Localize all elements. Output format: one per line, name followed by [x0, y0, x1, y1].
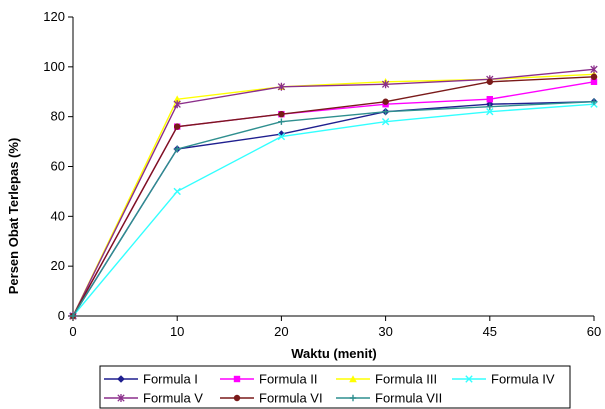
data-point — [590, 98, 598, 105]
legend-swatch-marker — [233, 394, 241, 402]
x-tick-label: 10 — [170, 324, 184, 339]
legend-item: Formula IV — [452, 372, 555, 387]
data-point — [174, 145, 181, 153]
x-tick-label: 60 — [587, 324, 601, 339]
legend-swatch-marker — [117, 394, 125, 402]
legend-swatch-marker — [117, 375, 125, 383]
legend-label: Formula II — [259, 372, 318, 387]
series-1 — [69, 97, 598, 320]
y-tick-label: 40 — [51, 208, 65, 223]
y-tick-label: 60 — [51, 159, 65, 174]
y-tick-label: 120 — [43, 9, 65, 24]
series-line — [72, 101, 595, 317]
series-line — [72, 103, 595, 317]
data-point — [590, 65, 598, 74]
data-point — [277, 82, 286, 91]
axes: 0 20 40 60 80 100 120 0 10 20 30 45 60 — [43, 9, 601, 339]
legend-label: Formula VI — [259, 391, 323, 406]
data-point — [69, 312, 77, 320]
data-point — [486, 107, 494, 116]
series-7 — [69, 98, 598, 320]
series-line — [72, 73, 595, 317]
series-4 — [69, 100, 598, 320]
y-tick-label: 80 — [51, 109, 65, 124]
data-point — [173, 187, 181, 196]
series-line — [72, 101, 595, 317]
legend-label: Formula VII — [375, 391, 442, 406]
data-point — [486, 103, 493, 110]
series-6 — [69, 73, 598, 320]
y-tick-label: 0 — [58, 308, 65, 323]
legend-item: Formula VII — [336, 391, 442, 406]
data-point — [382, 108, 389, 115]
x-tick-label: 30 — [378, 324, 392, 339]
data-point — [278, 110, 285, 118]
data-point — [590, 78, 598, 85]
y-tick-label: 100 — [43, 59, 65, 74]
legend-swatch-marker — [465, 375, 473, 383]
legend-item: Formula VI — [220, 391, 323, 406]
legend-item: Formula V — [104, 391, 203, 406]
x-tick-label: 0 — [69, 324, 76, 339]
data-point — [173, 95, 181, 103]
series-layer — [69, 65, 598, 320]
data-point — [174, 123, 181, 130]
y-axis-title: Persen Obat Terlepas (%) — [6, 138, 21, 295]
data-point — [277, 130, 286, 138]
series-line — [72, 76, 595, 317]
data-point — [486, 96, 493, 103]
legend-box — [99, 365, 571, 409]
x-tick-label: 20 — [274, 324, 288, 339]
legend-label: Formula I — [143, 372, 198, 387]
data-point — [382, 98, 389, 105]
data-point — [277, 132, 286, 141]
data-point — [381, 117, 390, 126]
legend-label: Formula IV — [491, 372, 555, 387]
x-tick-label: 45 — [483, 324, 497, 339]
legend-swatch-marker — [349, 375, 357, 383]
legend-item: Formula III — [336, 372, 437, 387]
legend-item: Formula II — [220, 372, 318, 387]
data-point — [486, 78, 493, 85]
legend-swatch-marker — [349, 394, 357, 402]
legend-swatch-marker — [233, 375, 241, 383]
data-point — [590, 73, 598, 81]
data-point — [173, 100, 181, 109]
legend-label: Formula V — [143, 391, 203, 406]
legend-label: Formula III — [375, 372, 437, 387]
series-2 — [69, 78, 598, 320]
series-line — [72, 68, 595, 317]
data-point — [381, 80, 390, 89]
x-axis-title: Waktu (menit) — [291, 346, 376, 361]
y-tick-label: 20 — [51, 258, 65, 273]
legend-item: Formula I — [104, 372, 198, 387]
data-point — [278, 118, 285, 125]
legend: Formula I Formula II Formula III Formula IV… — [99, 365, 571, 409]
